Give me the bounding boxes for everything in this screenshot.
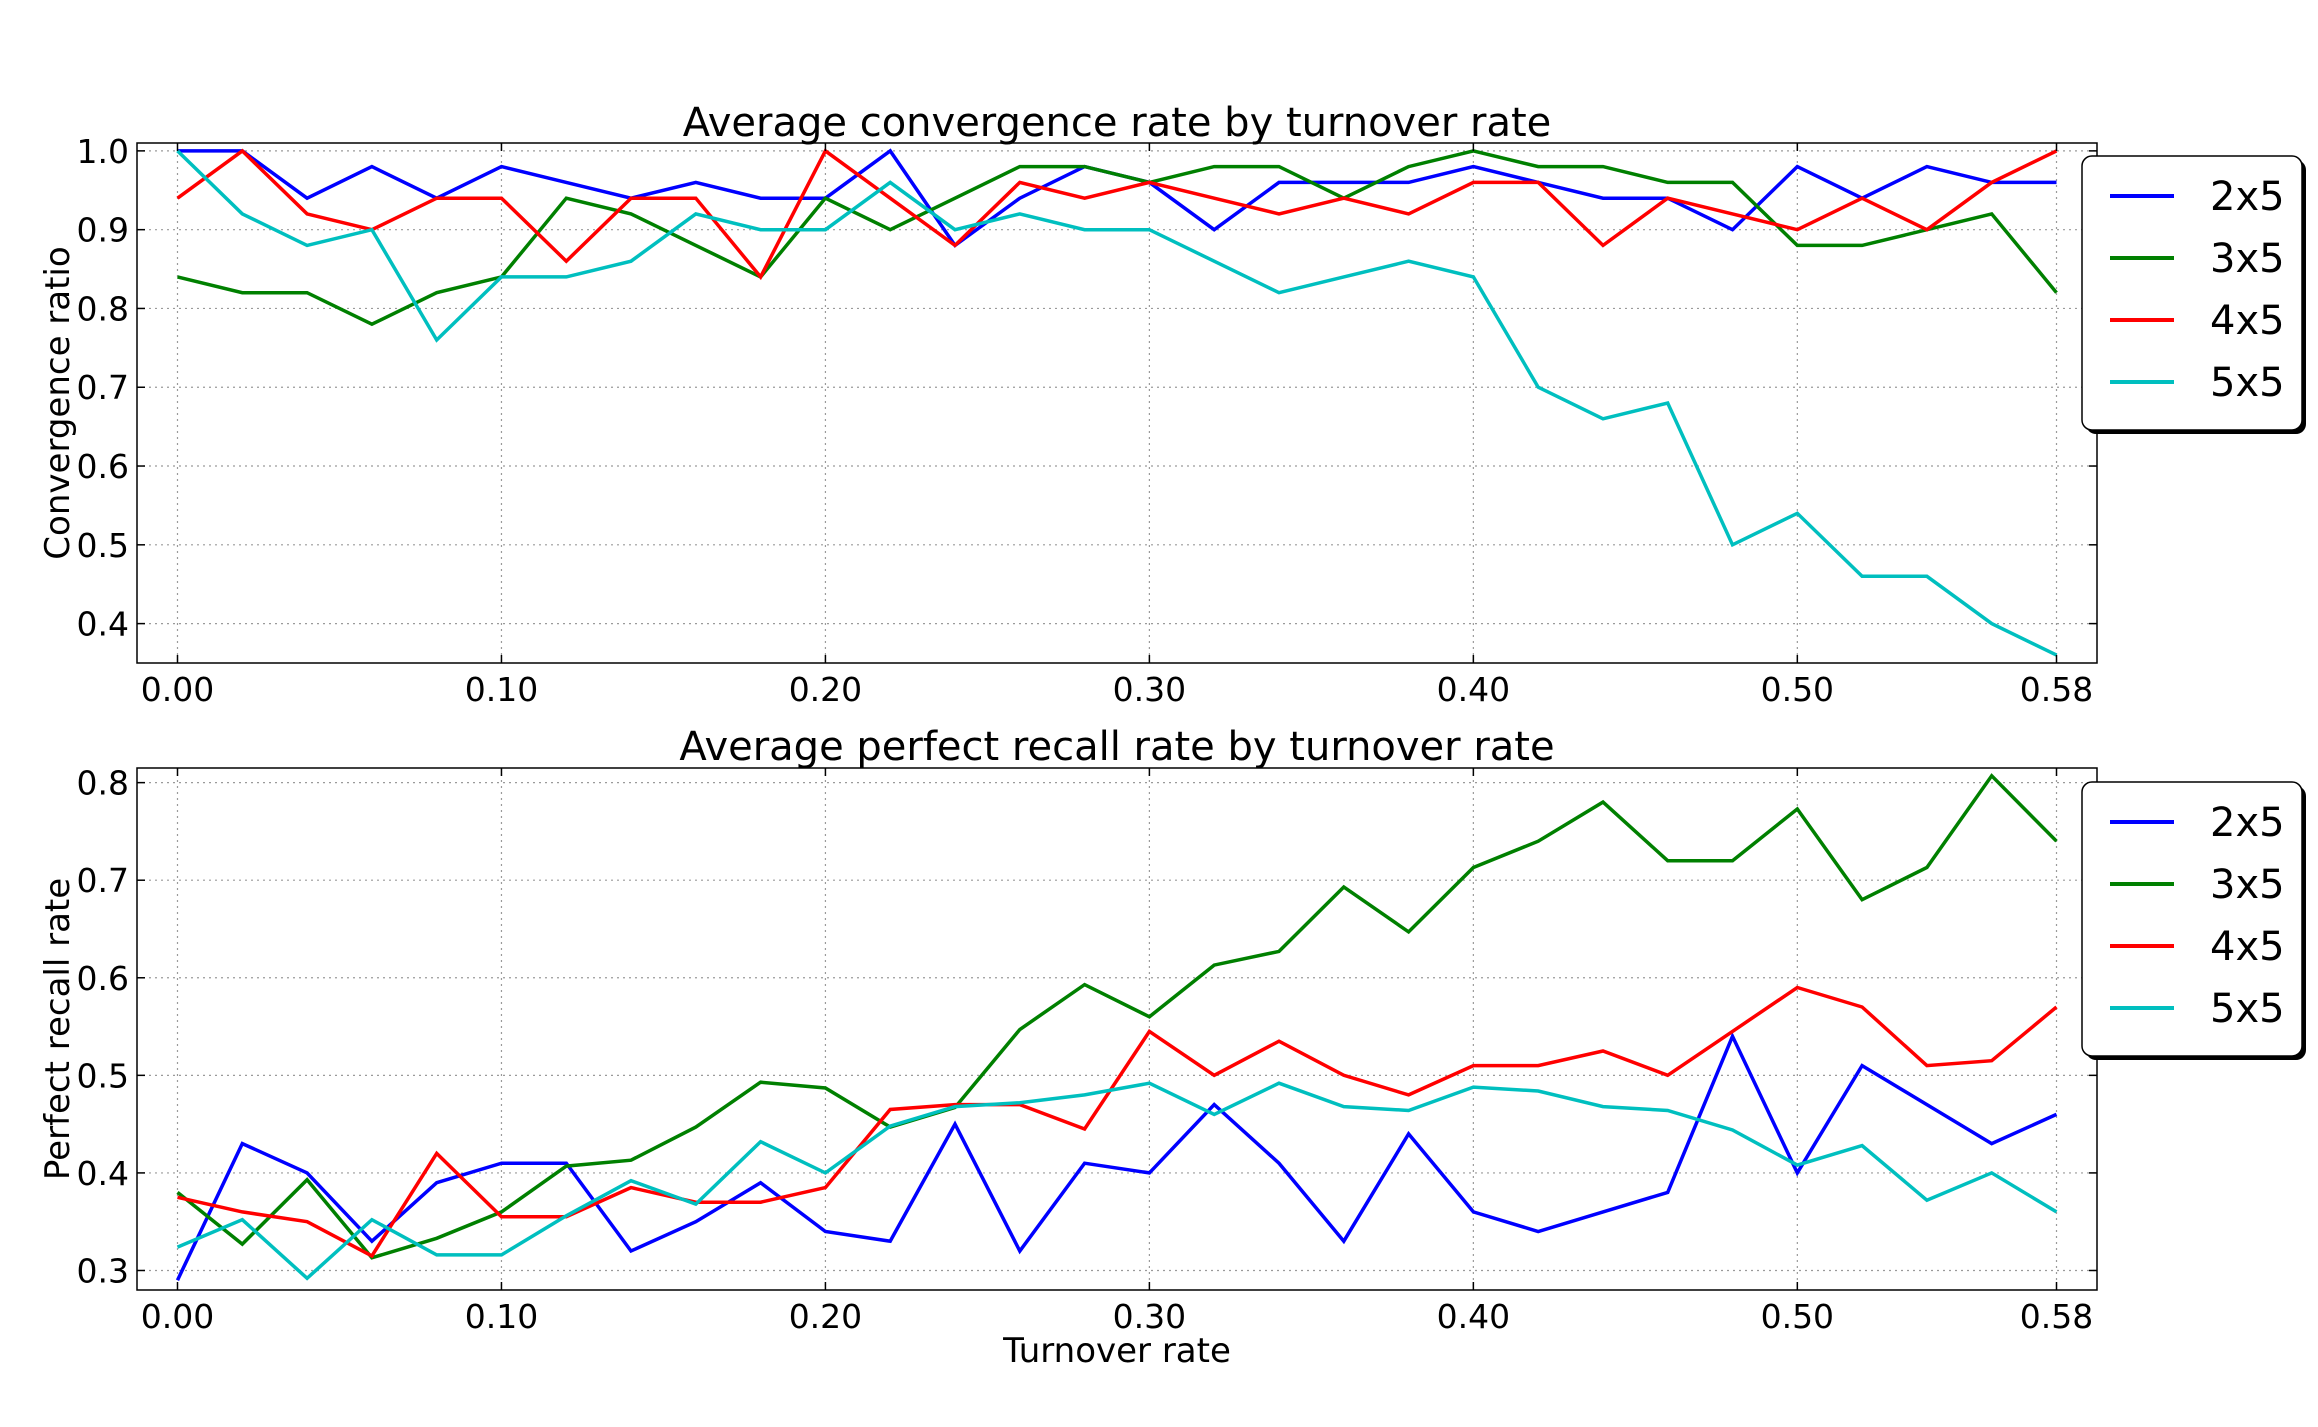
chart-2: 0.00 0.10 0.20 0.30 0.40 0.50 0.58 0.3 0.4 0.5 0.6… [38,724,2306,1371]
y-axis-label: Convergence ratio [38,246,78,559]
series-line-4x5 [176,148,2058,281]
x-tick-label: 0.20 [789,1297,862,1336]
series-group [175,773,2058,1281]
legend-box [2081,155,2303,431]
y-tick-label: 0.8 [77,289,129,328]
x-tick-label: 0.50 [1761,1297,1834,1336]
legend-label-5x5: 5x5 [2210,986,2285,1032]
x-tick-label: 0.58 [2020,1297,2093,1336]
series-line-5x5 [176,149,2058,657]
series-line-3x5 [176,773,2058,1260]
plot-area [137,143,2097,663]
x-tick-label: 0.58 [2020,670,2093,709]
y-tick-label: 0.5 [77,526,129,565]
x-axis-label: Turnover rate [1002,1331,1231,1371]
legend-label-4x5: 4x5 [2210,298,2285,344]
y-tick-label: 0.8 [77,764,129,803]
legend: 2x5 3x5 4x5 5x5 [2081,155,2306,434]
x-tick-label: 0.10 [465,1297,538,1336]
chart-title: Average convergence rate by turnover rat… [683,100,1552,146]
x-tick-label: 0.40 [1437,1297,1510,1336]
chart-title: Average perfect recall rate by turnover … [679,724,1554,770]
legend-label-4x5: 4x5 [2210,924,2285,970]
y-tick-label: 0.4 [77,1154,129,1193]
x-tick-label: 0.30 [1113,1297,1186,1336]
y-tick-label: 0.7 [77,368,129,407]
legend-box [2081,781,2303,1057]
x-tick-label: 0.30 [1113,670,1186,709]
grid [137,143,2097,663]
x-tick-label: 0.20 [789,670,862,709]
x-tick-label: 0.40 [1437,670,1510,709]
series-line-3x5 [177,149,2058,327]
y-tick-label: 0.3 [77,1251,129,1290]
x-tick-label: 0.10 [465,670,538,709]
x-tick-label: 0.00 [141,670,214,709]
y-tick-label: 0.5 [77,1056,129,1095]
x-tick-label: 0.00 [141,1297,214,1336]
y-tick-label: 1.0 [77,132,129,171]
series-line-5x5 [176,1081,2058,1281]
series-line-2x5 [175,1031,2058,1281]
y-tick-label: 0.7 [77,861,129,900]
y-axis-label: Perfect recall rate [38,878,78,1180]
y-tick-label: 0.6 [77,447,129,486]
legend-label-2x5: 2x5 [2210,800,2285,846]
legend-label-3x5: 3x5 [2210,862,2285,908]
legend-label-5x5: 5x5 [2210,360,2285,406]
grid [137,768,2097,1290]
plot-area [137,768,2097,1290]
chart-1: 0.00 0.10 0.20 0.30 0.40 0.50 0.58 0.4 0.5 0.6 0.7… [38,100,2306,709]
y-tick-label: 0.6 [77,959,129,998]
legend-label-3x5: 3x5 [2210,236,2285,282]
series-group [176,148,2058,657]
series-line-4x5 [177,985,2058,1259]
y-tick-label: 0.9 [77,211,129,250]
x-tick-label: 0.50 [1761,670,1834,709]
y-tick-label: 0.4 [77,605,129,644]
legend: 2x5 3x5 4x5 5x5 [2081,781,2306,1060]
legend-label-2x5: 2x5 [2210,174,2285,220]
